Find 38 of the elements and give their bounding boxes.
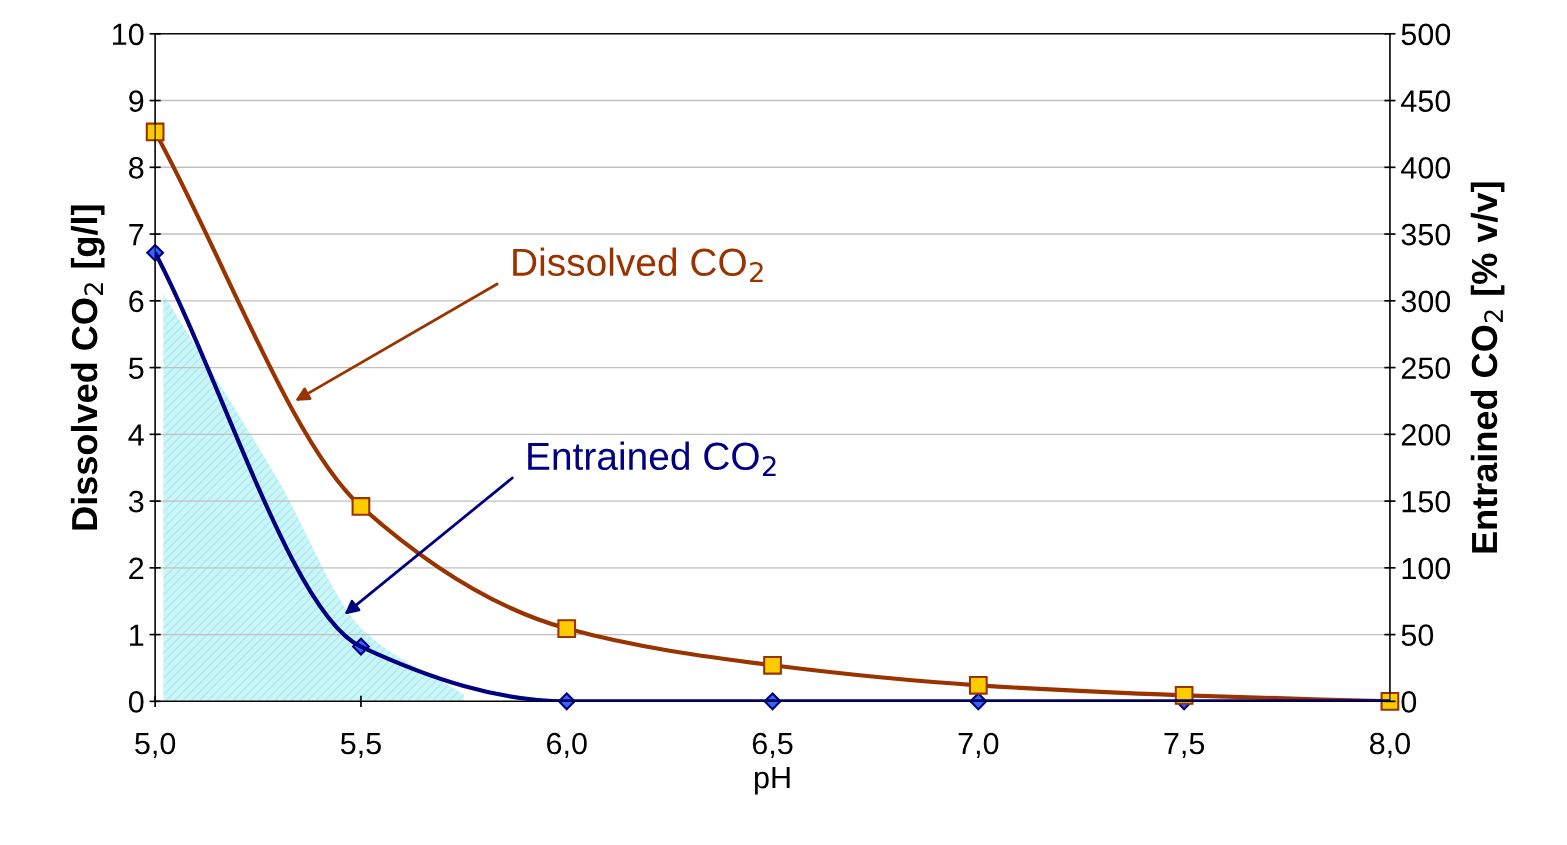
- x-tick-label: 5,5: [340, 733, 381, 758]
- y-tick-label: 5: [128, 357, 144, 379]
- point: [968, 675, 988, 695]
- y2-tick-label: 0: [1401, 691, 1417, 713]
- x-tick-label: 6,0: [547, 732, 587, 758]
- y2-tick-label: 50: [1401, 624, 1434, 646]
- x-tick-label: 8,0: [1370, 732, 1410, 758]
- x-tick-label: 6,5: [752, 732, 793, 758]
- point: [351, 497, 371, 516]
- y2-tick-label: 500: [1401, 23, 1451, 46]
- x-tick-label: 7,0: [958, 732, 999, 758]
- y-tick-label: 10: [113, 23, 144, 46]
- x-tick-label: 7,5: [1164, 733, 1205, 758]
- y-tick-label: 6: [129, 290, 144, 313]
- y2-tick-label: 350: [1401, 223, 1451, 246]
- y-tick-label: 8: [129, 157, 144, 179]
- point: [763, 655, 782, 675]
- y2-tick-label: 100: [1402, 557, 1451, 580]
- annotation: Entrained CO$_{2}$: [528, 441, 776, 477]
- annotation: Dissolved CO$_{2}$: [513, 247, 763, 283]
- y2-axis-title: Entrained CO$_{2}$ [% v/v]: [1470, 182, 1505, 553]
- y2-tick-label: 200: [1401, 424, 1451, 446]
- y2-tick-label: 300: [1401, 290, 1451, 313]
- y2-tick-label: 250: [1401, 357, 1451, 379]
- y2-tick-label: 400: [1401, 157, 1451, 179]
- y-axis-title: Dissolved CO$_{2}$ [g/l]: [70, 205, 105, 530]
- y-tick-label: 7: [129, 224, 144, 246]
- y-tick-label: 4: [128, 424, 144, 446]
- y2-tick-label: 150: [1402, 490, 1451, 513]
- y-tick-label: 1: [130, 624, 144, 646]
- y-tick-label: 0: [128, 691, 144, 713]
- y-tick-label: 9: [129, 90, 144, 112]
- x-axis-title: pH: [754, 767, 790, 795]
- x-tick-label: 5,0: [135, 732, 176, 758]
- point: [557, 619, 577, 638]
- y2-tick-label: 450: [1401, 90, 1451, 112]
- y-tick-label: 2: [129, 557, 144, 579]
- y-tick-label: 3: [128, 490, 144, 513]
